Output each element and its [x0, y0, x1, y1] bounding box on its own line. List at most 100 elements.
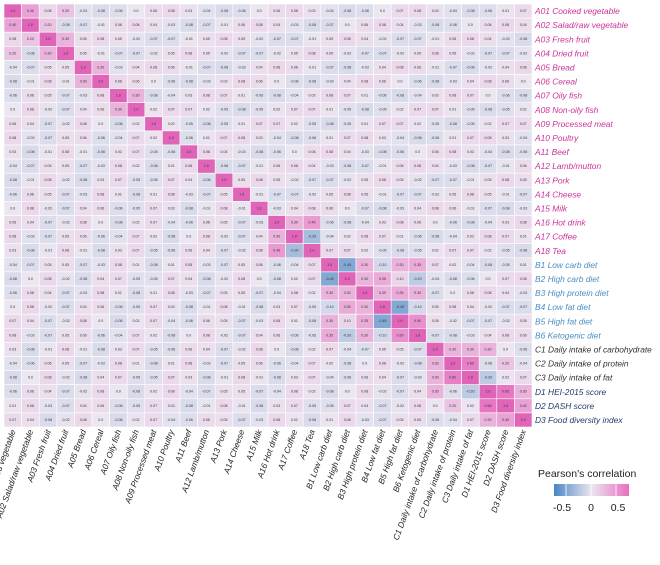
- cell-value: 0.01: [150, 291, 157, 295]
- cell-value: 0.30: [361, 263, 368, 267]
- cell-value: -0.05: [308, 305, 316, 309]
- cell-value: 0.06: [273, 9, 280, 13]
- cell-value: 0.0: [486, 277, 491, 281]
- cell-value: -0.05: [378, 249, 386, 253]
- cell-value: -0.03: [79, 192, 87, 196]
- cell-value: -0.08: [149, 263, 157, 267]
- cell-value: -0.06: [343, 376, 351, 380]
- cell-value: -0.03: [97, 164, 105, 168]
- cell-value: 1.0: [503, 404, 508, 408]
- cell-value: -0.02: [44, 108, 52, 112]
- cell-value: -0.07: [325, 23, 333, 27]
- cell-value: -0.07: [44, 136, 52, 140]
- cell-value: 0.06: [27, 291, 34, 295]
- cell-value: 0.02: [133, 164, 140, 168]
- cell-value: 0.08: [203, 333, 210, 337]
- cell-value: -0.07: [501, 305, 509, 309]
- cell-value: -0.05: [132, 178, 140, 182]
- cell-value: 0.30: [361, 277, 368, 281]
- cell-value: 0.03: [115, 249, 122, 253]
- row-label: A12 Lamb/mutton: [534, 161, 601, 171]
- cell-value: 0.04: [397, 23, 404, 27]
- cell-value: 0.08: [45, 178, 52, 182]
- cell-value: -0.04: [290, 263, 298, 267]
- cell-value: -0.08: [273, 277, 281, 281]
- cell-value: 0.06: [520, 333, 527, 337]
- cell-value: -0.08: [449, 333, 457, 337]
- cell-value: -0.07: [202, 192, 210, 196]
- cell-value: 0.07: [133, 235, 140, 239]
- cell-value: 0.30: [432, 376, 439, 380]
- cell-value: 0.05: [62, 136, 69, 140]
- cell-value: 0.08: [80, 221, 87, 225]
- cell-value: -0.05: [149, 277, 157, 281]
- cell-value: 0.02: [203, 108, 210, 112]
- cell-value: 0.05: [520, 178, 527, 182]
- cell-value: 0.07: [467, 94, 474, 98]
- cell-value: 0.30: [273, 235, 280, 239]
- cell-value: 0.0: [10, 206, 15, 210]
- cell-value: -0.06: [185, 221, 193, 225]
- cell-value: 0.04: [203, 249, 210, 253]
- cell-value: -0.08: [290, 136, 298, 140]
- cell-value: -0.07: [202, 390, 210, 394]
- cell-value: -0.05: [501, 249, 509, 253]
- cell-value: -0.02: [220, 235, 228, 239]
- cell-value: 0.05: [115, 37, 122, 41]
- cell-value: 0.08: [238, 277, 245, 281]
- cell-value: -0.05: [343, 108, 351, 112]
- cell-value: 0.08: [27, 305, 34, 309]
- cell-value: -0.05: [308, 122, 316, 126]
- cell-value: 0.0: [151, 80, 156, 84]
- cell-value: 0.07: [150, 206, 157, 210]
- cell-value: 0.03: [9, 249, 16, 253]
- cell-value: -0.07: [61, 404, 69, 408]
- cell-value: 0.04: [502, 291, 509, 295]
- cell-value: 0.01: [115, 291, 122, 295]
- cell-value: 0.01: [168, 164, 175, 168]
- cell-value: -0.07: [378, 404, 386, 408]
- cell-value: 0.07: [133, 150, 140, 154]
- cell-value: -0.04: [9, 65, 17, 69]
- cell-value: 0.07: [150, 221, 157, 225]
- cell-value: -0.02: [61, 277, 69, 281]
- cell-value: -0.03: [361, 150, 369, 154]
- cell-value: 0.06: [203, 418, 210, 422]
- cell-value: 0.07: [309, 108, 316, 112]
- cell-value: -0.08: [149, 362, 157, 366]
- cell-value: -0.06: [290, 333, 298, 337]
- cell-value: 0.08: [309, 51, 316, 55]
- cell-value: 0.08: [221, 37, 228, 41]
- cell-value: 0.06: [27, 94, 34, 98]
- cell-value: 0.08: [238, 376, 245, 380]
- cell-value: -0.05: [149, 347, 157, 351]
- cell-value: 0.30: [97, 65, 104, 69]
- cell-value: -0.07: [413, 192, 421, 196]
- cell-value: 0.06: [414, 221, 421, 225]
- cell-value: 0.40: [520, 404, 527, 408]
- cell-value: -0.06: [431, 418, 439, 422]
- cell-value: 0.06: [379, 80, 386, 84]
- cell-value: -0.08: [484, 108, 492, 112]
- cell-value: -0.08: [343, 9, 351, 13]
- cell-value: 0.07: [273, 122, 280, 126]
- cell-value: 0.06: [168, 65, 175, 69]
- cell-value: 0.05: [273, 178, 280, 182]
- cell-value: -0.03: [325, 80, 333, 84]
- cell-value: 0.0: [380, 9, 385, 13]
- cell-value: -0.08: [396, 94, 404, 98]
- cell-value: -0.07: [220, 347, 228, 351]
- cell-value: -0.01: [202, 305, 210, 309]
- cell-value: 1.0: [28, 23, 33, 27]
- cell-value: 0.0: [345, 206, 350, 210]
- cell-value: 0.08: [361, 235, 368, 239]
- cell-value: 0.07: [150, 305, 157, 309]
- cell-value: 0.08: [432, 51, 439, 55]
- row-label: B3 High protein diet: [535, 288, 609, 298]
- cell-value: 0.06: [150, 9, 157, 13]
- cell-value: 0.08: [97, 37, 104, 41]
- cell-value: -0.06: [325, 221, 333, 225]
- cell-value: 0.06: [291, 65, 298, 69]
- cell-value: 0.30: [115, 108, 122, 112]
- cell-value: 0.08: [414, 9, 421, 13]
